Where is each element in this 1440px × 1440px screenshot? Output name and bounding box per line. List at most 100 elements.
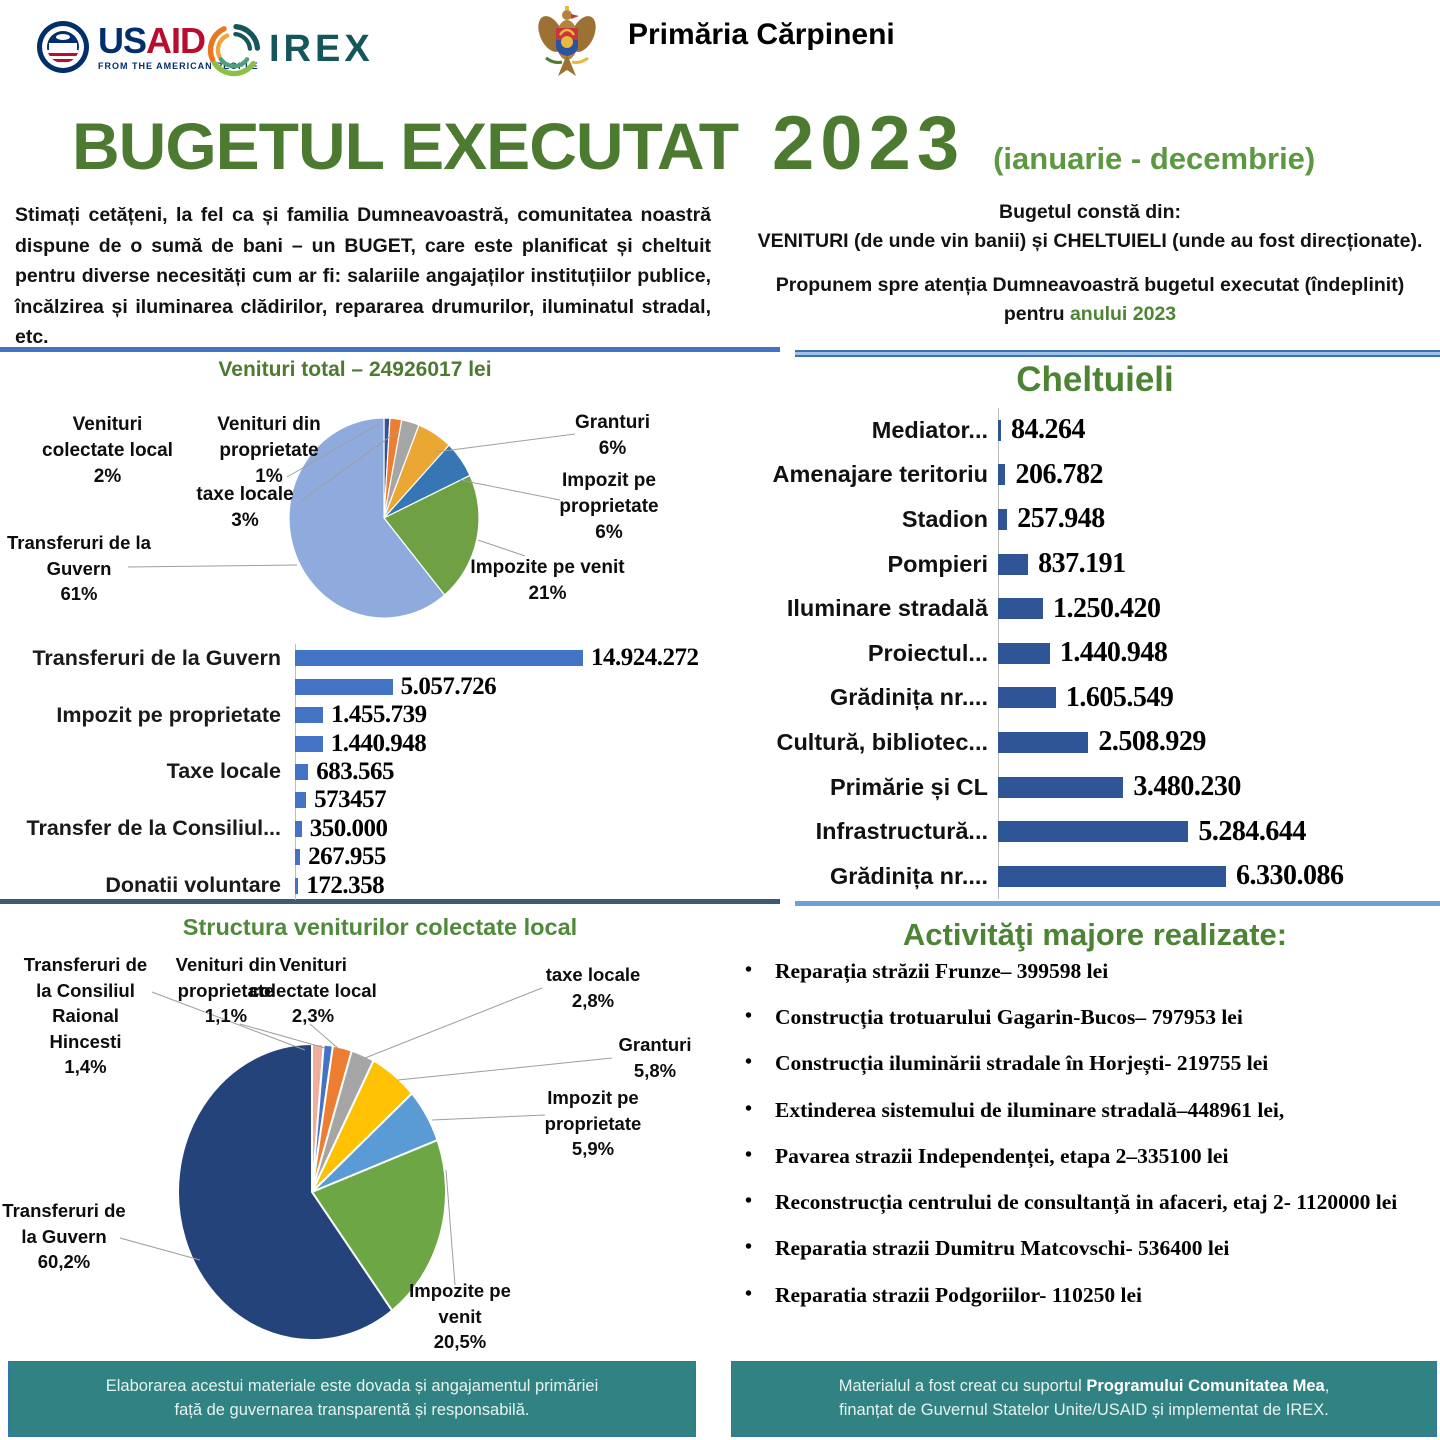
intro-right-line1: Bugetul constă din:	[999, 201, 1181, 223]
cheltuieli-bar-chart: Mediator... 84.264 Amenajare teritoriu 206.…	[758, 408, 1436, 899]
bar-category-label: Infrastructură...	[815, 818, 988, 845]
pie-label-pct: 61%	[60, 583, 98, 605]
bar	[998, 687, 1056, 709]
footer-right-prefix: Materialul a fost creat cu suportul	[838, 1377, 1087, 1396]
bar-value-label: 573457	[314, 786, 387, 814]
pie2-label-granturi: Granturi 5,8%	[600, 1032, 710, 1083]
bar-row: 573457	[20, 786, 726, 814]
activity-text: Reparatia strazii Dumitru Matcovschi- 53…	[775, 1236, 1230, 1261]
bar-row: Proiectul... 1.440.948	[758, 631, 1436, 676]
bar-row: Mediator... 84.264	[758, 408, 1436, 453]
bar-row: Taxe locale 683.565	[20, 758, 726, 786]
intro-right-block: Bugetul constă din: VENITURI (de unde vi…	[748, 198, 1432, 329]
bar-row: 5.057.726	[20, 672, 726, 700]
bar-category-label: Impozit pe proprietate	[56, 702, 281, 727]
pie-label-text: Venituri din proprietate	[175, 954, 277, 1001]
bar-value-label: 5.057.726	[400, 672, 497, 700]
activity-item: • Extinderea sistemului de iluminare stra…	[745, 1097, 1417, 1123]
bar	[998, 598, 1044, 620]
bar-category-label: Stadion	[901, 505, 988, 532]
bullet-icon: •	[745, 1051, 753, 1074]
bullet-icon: •	[745, 959, 753, 981]
pie-label-text: Impozit pe proprietate	[559, 470, 659, 518]
activity-text: Construcția iluminării stradale în Horje…	[775, 1051, 1269, 1076]
section-divider	[795, 901, 1440, 906]
cheltuieli-chart-title: Cheltuieli	[1016, 360, 1174, 399]
bar	[295, 650, 583, 667]
pie-label-taxe-locale: taxe locale 3%	[185, 482, 305, 534]
irex-arcs-icon	[207, 23, 261, 77]
pie-label-text: Venituri colectate local	[249, 954, 377, 1001]
usaid-logo: USAID FROM THE AMERICAN PEOPLE	[36, 20, 259, 74]
intro-right-line3-year: anului 2023	[1069, 302, 1177, 325]
bar	[295, 678, 393, 695]
bar-category-label: Transfer de la Consiliul...	[26, 816, 281, 841]
bar-category-label: Grădinița nr....	[829, 862, 988, 889]
pie-label-pct: 5,8%	[633, 1059, 677, 1081]
page-title-municipality: Primăria Cărpineni	[628, 18, 895, 51]
pie-label-pct: 6%	[598, 438, 627, 460]
bar-row: Cultură, bibliotec... 2.508.929	[758, 720, 1436, 765]
moldova-eagle-icon	[538, 6, 596, 76]
bullet-icon: •	[745, 1282, 753, 1305]
bullet-icon: •	[745, 1097, 753, 1120]
main-title-text: BUGETUL EXECUTAT	[72, 109, 739, 183]
pie-label-pct: 5,9%	[571, 1138, 615, 1160]
footer-left: Elaborarea acestui materiale este dovada…	[8, 1361, 696, 1437]
pie2-label-transferuri-guvern: Transferuri de la Guvern 60,2%	[0, 1198, 128, 1275]
intro-right-line3: Propunem spre atenția Dumneavoastră buge…	[748, 271, 1432, 330]
activities-title: Activităţi majore realizate:	[902, 917, 1288, 952]
footer-right-suffix: ,	[1324, 1377, 1330, 1396]
bar-row: Infrastructură... 5.284.644	[758, 809, 1436, 854]
pie-label-text: Granturi	[575, 412, 650, 433]
structura-pie-chart	[177, 1042, 447, 1341]
footer-right-line2: finanțat de Guvernul Statelor Unite/USAI…	[839, 1401, 1329, 1419]
bullet-icon: •	[745, 1190, 753, 1213]
usaid-wordmark-aid: AID	[146, 20, 206, 61]
main-title-period: (ianuarie - decembrie)	[993, 141, 1316, 176]
pie-label-impozit-proprietate: Impozit pe proprietate 6%	[550, 468, 668, 547]
intro-right-line2-text1: (de unde vin banii) și	[848, 230, 1054, 253]
bar-category-label: Mediator...	[871, 416, 988, 443]
pie-label-pct: 60,2%	[37, 1251, 91, 1273]
bar-value-label: 14.924.272	[591, 644, 699, 672]
activity-text: Reparatia strazii Podgoriilor- 110250 le…	[775, 1282, 1143, 1307]
intro-right-line3-prefix: Propunem spre atenția Dumneavoastră buge…	[775, 273, 1405, 325]
activity-text: Extinderea sistemului de iluminare strad…	[775, 1097, 1285, 1122]
pie-label-text: Granturi	[618, 1034, 692, 1055]
bar	[295, 792, 307, 809]
pie-label-venituri-din-proprietate: Venituri din proprietate 1%	[208, 412, 330, 491]
bar-value-label: 1.440.948	[330, 729, 427, 757]
bar	[998, 419, 1002, 441]
activities-list: • Reparația străzii Frunze– 399598 lei • Co…	[745, 958, 1417, 1328]
bar-value-label: 84.264	[1011, 414, 1086, 446]
bar-value-label: 837.191	[1038, 548, 1126, 580]
bar	[998, 464, 1006, 486]
pie-label-text: Impozite pe venit	[409, 1280, 511, 1327]
bar	[998, 865, 1226, 887]
bar-row: Grădinița nr.... 6.330.086	[758, 854, 1436, 899]
venituri-bar-chart: Transferuri de la Guvern 14.924.272 5.057.…	[20, 644, 726, 900]
bar-value-label: 267.955	[308, 843, 386, 871]
pie-label-pct: 2%	[93, 466, 122, 488]
moldova-coat-of-arms	[538, 6, 596, 85]
pie2-label-consiliul-raional: Transferuri de la Consiliul Raional Hinc…	[18, 952, 153, 1080]
venituri-term: VENITURI	[757, 230, 849, 253]
bar-category-label: Transferuri de la Guvern	[32, 645, 281, 670]
pie-label-text: Transferuri de la Guvern	[2, 1200, 126, 1247]
bar-row: 267.955	[20, 843, 726, 871]
usaid-wordmark-us: US	[98, 20, 147, 61]
bar-row: 1.440.948	[20, 729, 726, 757]
bar	[998, 642, 1050, 664]
bar-row: Stadion 257.948	[758, 497, 1436, 542]
bar	[295, 877, 299, 894]
section-divider	[0, 899, 780, 904]
pie-label-pct: 3%	[231, 510, 259, 532]
cheltuieli-term: CHELTUIELI	[1053, 230, 1167, 253]
bar-value-label: 2.508.929	[1098, 726, 1206, 758]
pie-label-pct: 21%	[528, 583, 567, 605]
bar-row: Transfer de la Consiliul... 350.000	[20, 815, 726, 843]
bar-row: Grădinița nr.... 1.605.549	[758, 676, 1436, 721]
activity-item: • Reparatia strazii Dumitru Matcovschi- 5…	[745, 1235, 1417, 1261]
